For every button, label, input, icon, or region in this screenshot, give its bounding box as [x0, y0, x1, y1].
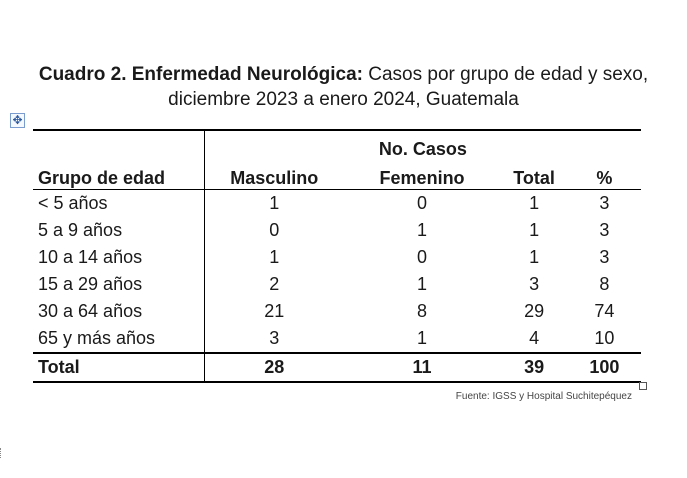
cell-masculino: 1: [203, 189, 344, 217]
cases-table: No. Casos Grupo de edad Masculino Femeni…: [33, 129, 641, 383]
total-percent: 100: [567, 352, 641, 383]
cell-femenino: 8: [417, 301, 428, 321]
cell-femenino: 0: [417, 247, 428, 267]
table-title: Cuadro 2. Enfermedad Neurológica: Casos …: [0, 62, 687, 112]
header-no-casos: No. Casos: [203, 129, 641, 160]
header-empty: [33, 129, 205, 160]
cell-femenino: 0: [417, 193, 428, 213]
header-percent: %: [567, 160, 641, 190]
cell-age: 30 a 64 años: [38, 301, 143, 321]
cell-age: 15 a 29 años: [38, 274, 143, 294]
table-row: < 5 años 1 0 1 3: [33, 189, 641, 217]
cell-total: 1: [529, 247, 540, 267]
header-row: Grupo de edad Masculino Femenino Total %: [33, 160, 641, 190]
table-row: 10 a 14 años 1 0 1 3: [33, 244, 641, 271]
cell-age: 5 a 9 años: [38, 220, 123, 240]
cell-femenino: 1: [417, 328, 428, 348]
cell-total: 1: [529, 220, 540, 240]
cell-percent: 3: [599, 247, 610, 267]
title-line-2: diciembre 2023 a enero 2024, Guatemala: [168, 89, 519, 110]
cell-masculino: 3: [203, 325, 344, 353]
total-label: Total: [33, 352, 205, 383]
cell-age: < 5 años: [38, 193, 108, 213]
cell-femenino: 1: [417, 220, 428, 240]
title-rest: Casos por grupo de edad y sexo,: [362, 64, 649, 85]
cell-masculino: 1: [203, 244, 344, 271]
source-note: Fuente: IGSS y Hospital Suchitepéquez: [455, 391, 632, 402]
header-femenino: Femenino: [343, 160, 501, 190]
table-row: 15 a 29 años 2 1 3 8: [33, 271, 641, 298]
cell-percent: 10: [594, 328, 615, 348]
title-bold: Cuadro 2. Enfermedad Neurológica:: [38, 64, 363, 85]
total-row: Total 28 11 39 100: [33, 352, 641, 383]
cell-percent: 74: [594, 301, 615, 321]
cell-age: 65 y más años: [38, 328, 156, 348]
cell-age: 10 a 14 años: [38, 247, 143, 267]
table-row: 5 a 9 años 0 1 1 3: [33, 217, 641, 244]
table-move-handle-icon[interactable]: ✥: [10, 113, 25, 128]
cell-femenino: 1: [417, 274, 428, 294]
table-row: 65 y más años 3 1 4 10: [33, 325, 641, 353]
cell-total: 29: [524, 301, 545, 321]
header-grupo-edad: Grupo de edad: [33, 160, 205, 190]
total-total: 39: [500, 352, 568, 383]
cell-total: 4: [529, 328, 540, 348]
cell-masculino: 0: [203, 217, 344, 244]
header-row-group: No. Casos: [33, 129, 641, 160]
total-femenino: 11: [343, 352, 501, 383]
table-resize-handle[interactable]: [639, 382, 647, 390]
total-masculino: 28: [203, 352, 344, 383]
cell-masculino: 2: [203, 271, 344, 298]
header-total: Total: [500, 160, 568, 190]
header-masculino: Masculino: [203, 160, 344, 190]
margin-mark: [0, 448, 3, 458]
table-row: 30 a 64 años 21 8 29 74: [33, 298, 641, 325]
cell-percent: 3: [599, 193, 610, 213]
cell-total: 3: [529, 274, 540, 294]
cell-percent: 8: [599, 274, 610, 294]
cell-masculino: 21: [203, 298, 344, 325]
cell-percent: 3: [599, 220, 610, 240]
cell-total: 1: [529, 193, 540, 213]
title-line-1: Cuadro 2. Enfermedad Neurológica: Casos …: [0, 62, 687, 87]
